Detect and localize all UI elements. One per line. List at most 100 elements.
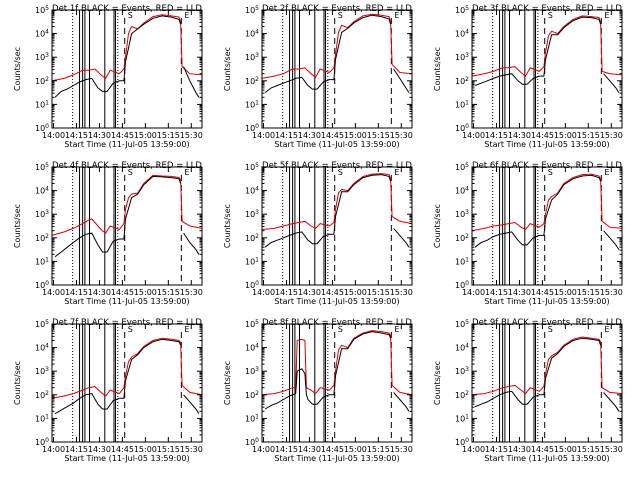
x-tick-label: 14:45 bbox=[111, 131, 134, 140]
panel-title: Det 1f BLACK = Events, RED = LLD bbox=[52, 4, 202, 14]
y-tick-label: 102 bbox=[245, 390, 259, 400]
series-red-0 bbox=[261, 330, 413, 396]
x-tick-label: 14:00 bbox=[252, 131, 275, 140]
y-tick-label: 100 bbox=[455, 437, 469, 447]
y-tick-label: 103 bbox=[245, 52, 259, 62]
series-red-0 bbox=[471, 173, 623, 232]
series-black-1 bbox=[54, 338, 182, 415]
series-black-1 bbox=[474, 16, 602, 86]
panel-det7f: S E 100 101 102 103 104 105 14:00 14:15 14:30 14:45… bbox=[13, 318, 203, 463]
y-tick-label: 104 bbox=[35, 29, 49, 39]
x-tick-label: 14:15 bbox=[65, 288, 88, 297]
x-tick-label: 14:45 bbox=[321, 131, 344, 140]
y-axis-label: Counts/sec bbox=[13, 361, 22, 405]
panel-det6f: S E 100 101 102 103 104 105 14:00 14:15 14:30 14:45… bbox=[433, 161, 623, 306]
plot-frame bbox=[51, 9, 203, 129]
series-black-2 bbox=[393, 228, 410, 248]
series-red-0 bbox=[471, 336, 623, 396]
x-tick-label: 14:15 bbox=[275, 445, 298, 454]
y-axis-label: Counts/sec bbox=[13, 204, 22, 248]
y-tick-label: 102 bbox=[455, 233, 469, 243]
x-tick-label: 15:30 bbox=[180, 131, 203, 140]
y-tick-label: 100 bbox=[35, 437, 49, 447]
y-tick-label: 105 bbox=[35, 162, 49, 172]
y-tick-label: 105 bbox=[35, 5, 49, 15]
x-tick-label: 15:00 bbox=[134, 131, 157, 140]
panel-title: Det 9f BLACK = Events, RED = LLD bbox=[472, 318, 622, 328]
x-tick-label: 14:30 bbox=[508, 445, 531, 454]
x-tick-label: 15:15 bbox=[157, 445, 180, 454]
annotation-s: S bbox=[548, 325, 553, 334]
plot-frame bbox=[471, 9, 623, 129]
x-tick-label: 15:15 bbox=[577, 445, 600, 454]
series-red-0 bbox=[51, 174, 203, 236]
x-tick-label: 15:15 bbox=[367, 131, 390, 140]
annotation-e: E bbox=[604, 325, 609, 334]
x-tick-label: 14:30 bbox=[298, 131, 321, 140]
plot-frame bbox=[261, 323, 413, 443]
x-tick-label: 15:30 bbox=[390, 131, 413, 140]
y-tick-label: 101 bbox=[35, 99, 49, 109]
x-axis-label: Start Time (11-Jul-05 13:59:00) bbox=[274, 454, 399, 463]
y-axis-label: Counts/sec bbox=[223, 204, 232, 248]
y-tick-label: 103 bbox=[35, 52, 49, 62]
series-black-1 bbox=[264, 331, 392, 410]
plot-frame bbox=[471, 166, 623, 286]
x-tick-label: 14:15 bbox=[485, 445, 508, 454]
series-black-2 bbox=[183, 232, 200, 255]
annotation-s: S bbox=[128, 325, 133, 334]
x-tick-label: 15:30 bbox=[390, 445, 413, 454]
y-axis-label: Counts/sec bbox=[13, 47, 22, 91]
series-black-2 bbox=[183, 66, 200, 98]
annotation-e: E bbox=[394, 168, 399, 177]
x-tick-label: 14:00 bbox=[42, 131, 65, 140]
series-red-0 bbox=[51, 14, 203, 82]
annotation-e: E bbox=[604, 168, 609, 177]
y-tick-label: 103 bbox=[455, 366, 469, 376]
y-tick-label: 102 bbox=[455, 390, 469, 400]
y-tick-label: 100 bbox=[35, 280, 49, 290]
panel-title: Det 5f BLACK = Events, RED = LLD bbox=[262, 161, 412, 171]
x-tick-label: 15:30 bbox=[600, 288, 623, 297]
y-tick-label: 104 bbox=[455, 343, 469, 353]
annotation-e: E bbox=[394, 325, 399, 334]
x-tick-label: 15:00 bbox=[344, 288, 367, 297]
series-black-1 bbox=[54, 15, 182, 98]
y-tick-label: 100 bbox=[245, 123, 259, 133]
y-tick-label: 100 bbox=[455, 123, 469, 133]
x-tick-label: 14:45 bbox=[531, 288, 554, 297]
x-tick-label: 14:00 bbox=[42, 288, 65, 297]
x-tick-label: 15:00 bbox=[554, 131, 577, 140]
x-tick-label: 15:00 bbox=[134, 445, 157, 454]
y-tick-label: 104 bbox=[35, 186, 49, 196]
x-tick-label: 15:00 bbox=[344, 131, 367, 140]
x-tick-label: 14:45 bbox=[111, 288, 134, 297]
y-tick-label: 105 bbox=[455, 162, 469, 172]
y-tick-label: 100 bbox=[455, 280, 469, 290]
annotation-s: S bbox=[128, 11, 133, 20]
panel-title: Det 3f BLACK = Events, RED = LLD bbox=[472, 4, 622, 14]
y-tick-label: 105 bbox=[455, 5, 469, 15]
y-tick-label: 101 bbox=[455, 413, 469, 423]
y-tick-label: 104 bbox=[35, 343, 49, 353]
x-tick-label: 14:30 bbox=[298, 288, 321, 297]
x-tick-label: 14:30 bbox=[508, 288, 531, 297]
x-tick-label: 15:15 bbox=[367, 288, 390, 297]
series-black-2 bbox=[393, 392, 410, 412]
x-tick-label: 14:45 bbox=[531, 445, 554, 454]
panel-det9f: S E 100 101 102 103 104 105 14:00 14:15 14:30 14:45… bbox=[433, 318, 623, 463]
y-tick-label: 102 bbox=[35, 76, 49, 86]
x-tick-label: 15:15 bbox=[577, 131, 600, 140]
series-black-1 bbox=[264, 174, 392, 248]
panel-det1f: S E 100 101 102 103 104 105 14:00 14:15 14:30 14:45… bbox=[13, 4, 203, 149]
series-black-1 bbox=[264, 14, 392, 93]
series-red-0 bbox=[261, 173, 413, 230]
x-tick-label: 15:15 bbox=[367, 445, 390, 454]
panel-title: Det 4f BLACK = Events, RED = LLD bbox=[52, 161, 202, 171]
series-black-2 bbox=[393, 68, 410, 93]
x-axis-label: Start Time (11-Jul-05 13:59:00) bbox=[484, 140, 609, 149]
y-tick-label: 104 bbox=[455, 29, 469, 39]
plot-frame bbox=[261, 9, 413, 129]
x-tick-label: 14:45 bbox=[321, 445, 344, 454]
